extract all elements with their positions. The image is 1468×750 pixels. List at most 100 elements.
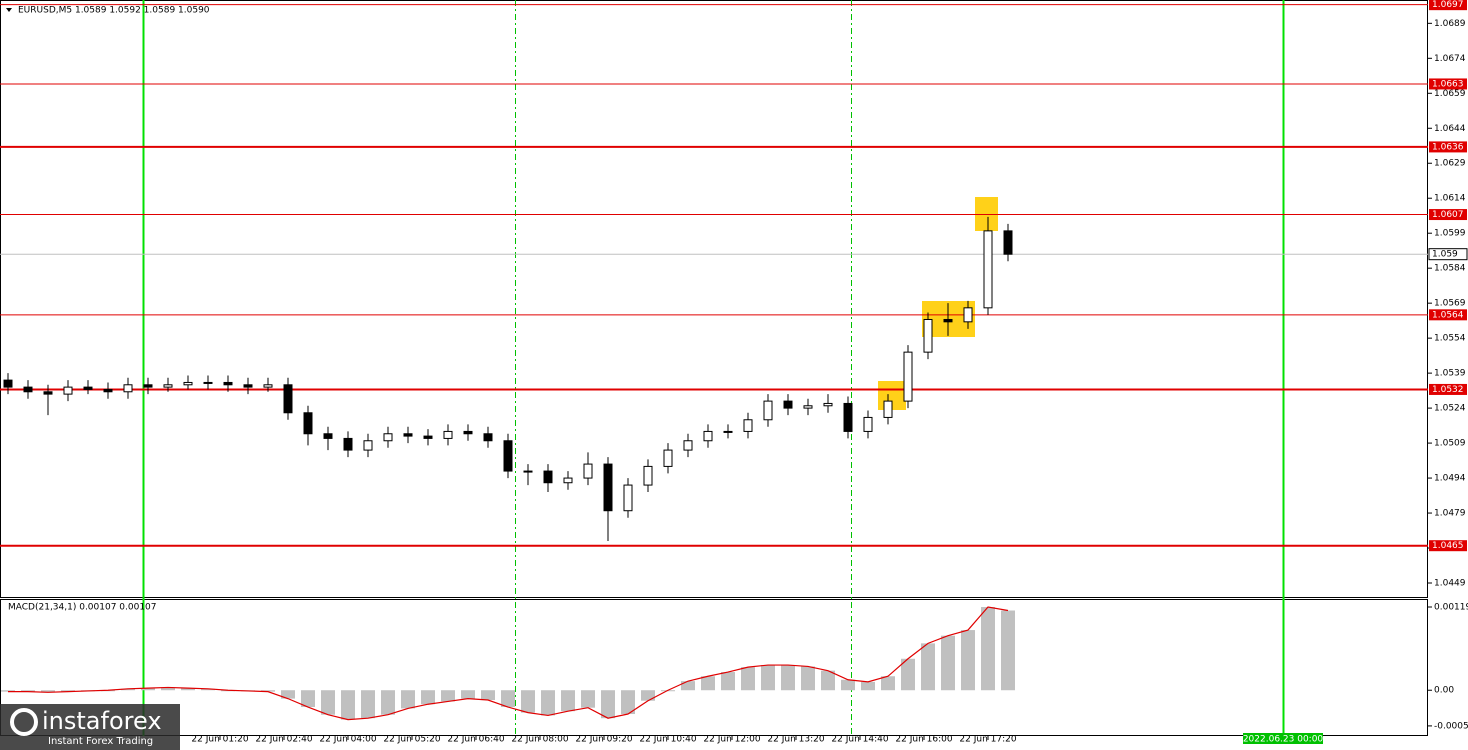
macd-bar: [381, 690, 395, 715]
x-tick-label: 22 Jun 08:00: [511, 735, 568, 745]
macd-bar: [1, 690, 15, 692]
candle-body: [83, 386, 93, 390]
y-tick-label: 1.0494: [1434, 474, 1466, 484]
macd-bar: [361, 690, 375, 719]
level-label: 1.0697: [1432, 0, 1464, 10]
candle-body: [643, 465, 653, 486]
macd-bar: [161, 687, 175, 691]
macd-bar: [441, 690, 455, 702]
y-tick-label: 1.0614: [1434, 194, 1466, 204]
macd-bar: [881, 676, 895, 691]
candle-body: [63, 386, 73, 395]
level-tag: [1429, 141, 1467, 153]
macd-bar: [601, 690, 615, 719]
candle-body: [3, 379, 13, 388]
x-tick-label: 22 Jun 10:40: [639, 735, 696, 745]
price-panel: [0, 0, 1428, 598]
x-tick-label: 22 Jun 14:40: [831, 735, 888, 745]
macd-bar: [121, 688, 135, 691]
candle-body: [123, 384, 133, 393]
macd-bar: [421, 690, 435, 705]
candle-body: [243, 384, 253, 388]
candle-body: [663, 449, 673, 467]
x-tick-label: 22 Jun 13:20: [767, 735, 824, 745]
x-tick-label: 22 Jun 16:00: [895, 735, 952, 745]
candle-body: [943, 318, 953, 323]
y-tick-label: 1.0689: [1434, 19, 1466, 29]
level-tag: [1429, 0, 1467, 11]
candle-body: [583, 463, 593, 479]
candle-body: [203, 381, 213, 384]
candle-body: [883, 400, 893, 418]
candle-body: [43, 391, 53, 395]
level-tag: [1429, 209, 1467, 221]
candle-body: [763, 400, 773, 421]
y-tick-label: 1.0584: [1434, 264, 1466, 274]
candle-body: [783, 400, 793, 409]
candle-body: [183, 381, 193, 386]
highlight-box: [975, 197, 998, 231]
macd-bar: [261, 690, 275, 692]
marker-box: [1243, 733, 1323, 744]
candle-body: [263, 384, 273, 388]
candle-body: [823, 402, 833, 407]
macd-bar: [901, 658, 915, 691]
candle-body: [443, 430, 453, 439]
macd-bar: [741, 667, 755, 691]
macd-bar: [861, 681, 875, 691]
candle-body: [143, 384, 153, 388]
candle-body: [983, 230, 993, 309]
candle-body: [323, 433, 333, 439]
candle-body: [903, 351, 913, 402]
candle-body: [163, 384, 173, 388]
macd-bar: [281, 690, 295, 699]
y-tick-label: 1.0539: [1434, 369, 1466, 379]
candle-body: [563, 477, 573, 484]
macd-bar: [401, 690, 415, 709]
y-tick-label: 0.00119: [1434, 602, 1468, 612]
candle-body: [623, 484, 633, 512]
candle-body: [23, 386, 33, 393]
y-tick-label: 1.0524: [1434, 404, 1466, 414]
macd-bar: [541, 690, 555, 716]
level-label: 1.0465: [1432, 541, 1464, 551]
last-price-label: 1.059: [1432, 250, 1458, 260]
macd-bar: [141, 688, 155, 691]
candle-body: [423, 435, 433, 439]
x-tick-label: 22 Jun 04:00: [319, 735, 376, 745]
candle-body: [543, 470, 553, 484]
x-tick-label: 22 Jun 17:20: [959, 735, 1016, 745]
candle-body: [283, 384, 293, 414]
candle-body: [803, 405, 813, 409]
chart-title: EURUSD,M5 1.0589 1.0592 1.0589 1.0590: [18, 6, 210, 16]
macd-bar: [621, 690, 635, 715]
candle-body: [963, 307, 973, 323]
macd-bar: [801, 666, 815, 691]
candle-body: [403, 433, 413, 437]
candle-body: [483, 433, 493, 442]
macd-panel: [0, 599, 1428, 736]
macd-bar: [961, 630, 975, 691]
macd-bar: [921, 643, 935, 691]
macd-bar: [61, 690, 75, 692]
y-tick-label: 1.0569: [1434, 299, 1466, 309]
candle-body: [723, 430, 733, 433]
macd-bar: [301, 690, 315, 708]
candle-body: [463, 430, 473, 435]
y-tick-label: -0.00051: [1434, 721, 1468, 731]
y-tick-label: 1.0674: [1434, 54, 1466, 64]
y-tick-label: 1.0449: [1434, 579, 1466, 589]
last-price-tag: [1428, 248, 1468, 261]
macd-bar: [21, 690, 35, 692]
macd-bar: [641, 690, 655, 701]
candle-body: [863, 416, 873, 432]
macd-bar: [201, 688, 215, 691]
macd-bar: [821, 670, 835, 691]
macd-bar: [181, 688, 195, 691]
x-tick-label: 22 Jun 06:40: [447, 735, 504, 745]
candle-body: [223, 381, 233, 386]
y-tick-label: 1.0554: [1434, 334, 1466, 344]
macd-bar: [841, 679, 855, 691]
macd-bar: [461, 690, 475, 699]
